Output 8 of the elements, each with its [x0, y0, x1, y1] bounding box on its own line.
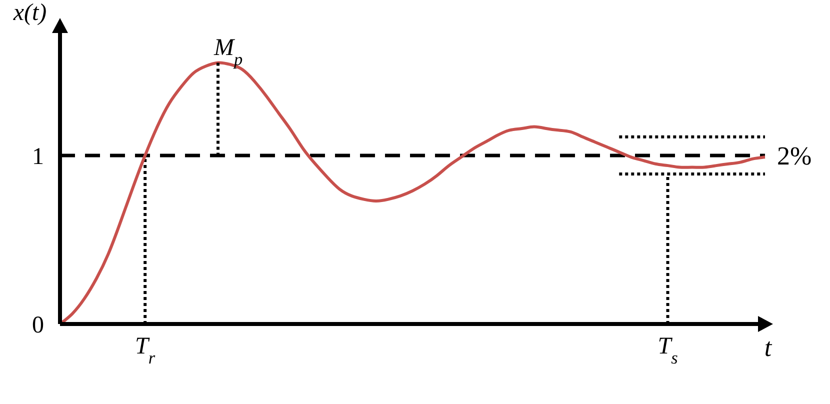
x-tick-label: T$_{s}$	[658, 334, 678, 368]
text: 2%	[777, 140, 812, 170]
x-axis-title: t	[764, 333, 772, 362]
x-tick-label: T$_{r}$	[135, 334, 156, 368]
y-axis-title: x(t)	[12, 0, 47, 26]
annotation: M$_{p}$	[213, 34, 244, 68]
y-tick-label: 0	[32, 312, 44, 339]
y-tick-label: 1	[32, 144, 44, 170]
